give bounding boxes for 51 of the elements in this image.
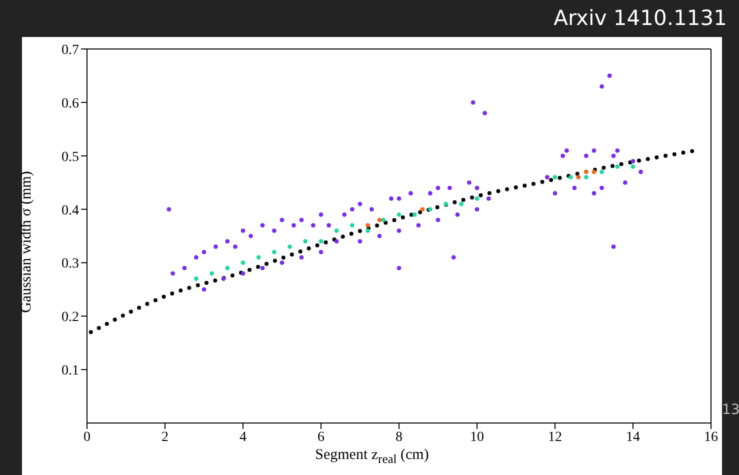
point bbox=[318, 239, 324, 244]
point bbox=[552, 175, 558, 180]
point bbox=[428, 207, 432, 212]
x-tick-label: 0 bbox=[84, 430, 90, 445]
point bbox=[366, 223, 370, 228]
y-tick-label: 0.1 bbox=[62, 364, 79, 379]
x-axis-title: Segment z$_{real}$ (cm) bbox=[314, 447, 430, 467]
x-tick-label: 2 bbox=[162, 430, 168, 445]
point bbox=[240, 260, 246, 265]
y-tick-label: 0.2 bbox=[62, 310, 79, 326]
point bbox=[600, 170, 604, 174]
point bbox=[584, 175, 588, 180]
point bbox=[303, 239, 308, 244]
point bbox=[225, 266, 230, 270]
text: 13 bbox=[722, 402, 739, 418]
point bbox=[381, 218, 386, 222]
y-tick-label: 0.5 bbox=[62, 150, 79, 165]
point bbox=[584, 170, 588, 174]
x-tick-label: 4 bbox=[240, 430, 246, 445]
point bbox=[576, 175, 581, 180]
y-tick-label: 0.6 bbox=[62, 96, 79, 112]
point bbox=[366, 228, 370, 233]
x-tick-label: 8 bbox=[396, 430, 402, 445]
point bbox=[568, 175, 573, 180]
point bbox=[272, 250, 276, 254]
point bbox=[350, 223, 354, 228]
point bbox=[334, 228, 339, 233]
point bbox=[396, 212, 402, 217]
point bbox=[412, 212, 417, 217]
x-tick-label: 10 bbox=[470, 430, 484, 445]
point bbox=[474, 196, 480, 201]
y-tick-label: 0.3 bbox=[62, 256, 79, 272]
point bbox=[377, 218, 382, 222]
point bbox=[444, 202, 448, 206]
text: Arxiv 1410.1131 bbox=[554, 6, 727, 30]
point bbox=[210, 271, 214, 276]
x-tick-label: 14 bbox=[626, 430, 640, 445]
point bbox=[615, 164, 620, 169]
point bbox=[420, 207, 425, 212]
x-tick-label: 16 bbox=[704, 430, 718, 445]
y-tick-label: 0.4 bbox=[62, 203, 79, 218]
point bbox=[194, 276, 198, 281]
point bbox=[256, 255, 261, 260]
x-tick-label: 6 bbox=[318, 430, 324, 445]
point bbox=[288, 244, 292, 249]
x-tick-label: 12 bbox=[548, 430, 562, 445]
point bbox=[630, 164, 636, 169]
point bbox=[592, 170, 596, 174]
y-tick-label: 0.7 bbox=[62, 42, 79, 58]
y-axis-title: Gaussian width σ (mm) bbox=[18, 171, 36, 313]
point bbox=[459, 202, 464, 206]
